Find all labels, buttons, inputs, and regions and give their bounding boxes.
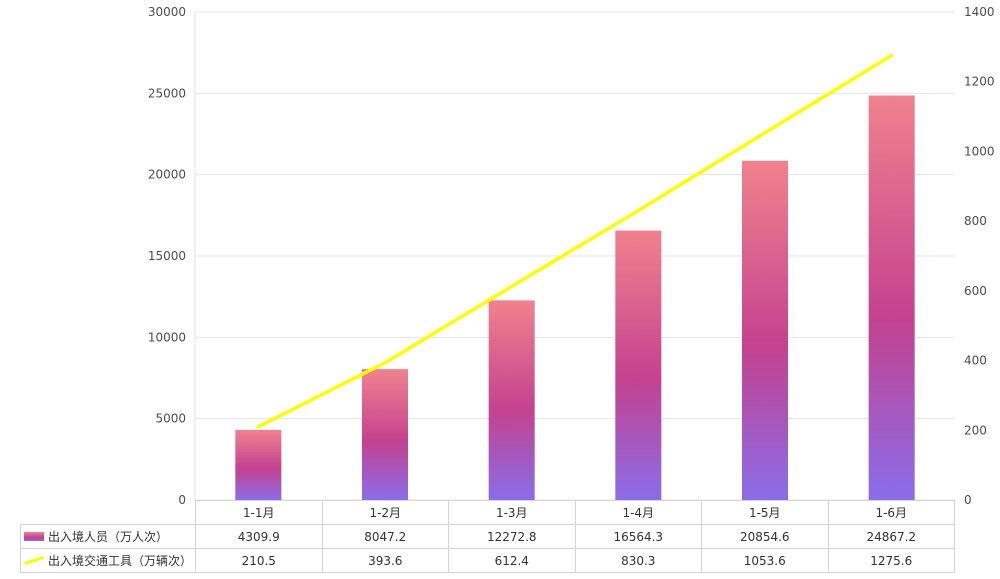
right-axis-tick-label: 0 bbox=[964, 493, 972, 507]
right-axis-tick-label: 1200 bbox=[964, 75, 995, 89]
series-row: 出入境交通工具（万辆次） 210.5 393.6 612.4 830.3 1053.6 12… bbox=[20, 548, 955, 573]
bar bbox=[615, 230, 662, 500]
bar bbox=[235, 429, 282, 500]
category-cell: 1-1月 bbox=[195, 500, 323, 525]
category-header-row: 1-1月 1-2月 1-3月 1-4月 1-5月 1-6月 bbox=[21, 500, 955, 525]
chart-data-table: 1-1月 1-2月 1-3月 1-4月 1-5月 1-6月出入境人员（万人次） 4309.9… bbox=[20, 500, 955, 573]
right-axis-tick-label: 1000 bbox=[964, 144, 995, 158]
left-axis-tick-label: 5000 bbox=[155, 412, 186, 426]
legend-label: 出入境人员（万人次） bbox=[48, 530, 169, 544]
value-cell: 210.5 bbox=[195, 548, 323, 573]
series-row: 出入境人员（万人次） 4309.9 8047.2 12272.8 16564.3 2085… bbox=[20, 524, 955, 549]
right-axis-tick-label: 200 bbox=[964, 423, 987, 437]
value-cell: 12272.8 bbox=[448, 524, 576, 549]
value-cell: 8047.2 bbox=[321, 524, 449, 549]
value-cell: 24867.2 bbox=[827, 524, 955, 549]
category-cell: 1-6月 bbox=[827, 500, 955, 525]
line-series-legend-marker-icon bbox=[24, 555, 44, 566]
category-cell: 1-4月 bbox=[574, 500, 702, 525]
category-cell: 1-2月 bbox=[321, 500, 449, 525]
bar bbox=[362, 369, 408, 500]
left-axis-tick-label: 20000 bbox=[148, 168, 186, 182]
value-cell: 4309.9 bbox=[195, 524, 323, 549]
left-axis-tick-label: 25000 bbox=[148, 86, 186, 100]
category-cell: 1-5月 bbox=[701, 500, 829, 525]
trend-line bbox=[256, 53, 894, 429]
value-cell: 612.4 bbox=[448, 548, 576, 573]
value-cell: 1275.6 bbox=[827, 548, 955, 573]
category-cell: 1-3月 bbox=[448, 500, 576, 525]
bar bbox=[742, 160, 788, 500]
left-axis-tick-label: 30000 bbox=[148, 5, 186, 19]
right-axis-tick-label: 800 bbox=[964, 214, 987, 228]
bar bbox=[488, 300, 535, 500]
legend-cell: 出入境交通工具（万辆次） bbox=[20, 548, 196, 573]
right-axis-tick-label: 600 bbox=[964, 284, 987, 298]
value-cell: 20854.6 bbox=[701, 524, 829, 549]
right-axis-tick-label: 1400 bbox=[964, 5, 995, 19]
bar bbox=[868, 95, 915, 501]
right-axis-tick-label: 400 bbox=[964, 354, 987, 368]
value-cell: 16564.3 bbox=[574, 524, 702, 549]
value-cell: 830.3 bbox=[574, 548, 702, 573]
left-axis-tick-label: 10000 bbox=[148, 330, 186, 344]
value-cell: 393.6 bbox=[321, 548, 449, 573]
left-axis-tick-label: 15000 bbox=[148, 249, 186, 263]
corner-cell bbox=[21, 501, 196, 525]
bar-series-legend-marker-icon bbox=[24, 532, 44, 541]
legend-cell: 出入境人员（万人次） bbox=[20, 524, 196, 549]
legend-label: 出入境交通工具（万辆次） bbox=[48, 554, 193, 568]
value-cell: 1053.6 bbox=[701, 548, 829, 573]
left-axis-tick-label: 0 bbox=[178, 493, 186, 507]
